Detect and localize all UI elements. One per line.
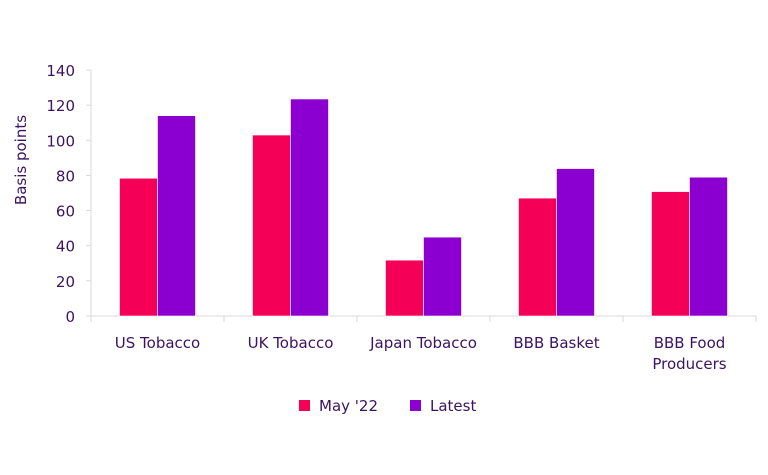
x-tick-label: Japan Tobacco <box>369 334 477 352</box>
x-tick-labels: US Tobacco UK Tobacco Japan Tobacco BBB Bas… <box>115 334 727 373</box>
legend-label: May '22 <box>319 397 378 415</box>
legend: May '22 Latest <box>299 397 476 415</box>
bar <box>157 115 196 317</box>
y-tick-label: 80 <box>56 167 75 185</box>
y-tick-label: 40 <box>56 238 75 256</box>
bar <box>119 177 158 317</box>
bar <box>385 259 424 317</box>
bar <box>556 168 595 317</box>
x-tick-label: UK Tobacco <box>248 334 334 352</box>
x-tick-label: BBB Food <box>654 334 726 352</box>
bars <box>119 98 728 317</box>
y-tick-label: 20 <box>56 273 75 291</box>
bar <box>252 134 291 317</box>
x-tick-label: Producers <box>652 355 726 373</box>
legend-swatch <box>410 400 421 411</box>
legend-swatch <box>299 400 310 411</box>
y-tick-labels: 0 20 40 60 80 100 120 140 <box>46 62 75 326</box>
y-tick-label: 140 <box>46 62 75 80</box>
legend-label: Latest <box>430 397 476 415</box>
bar <box>689 176 728 317</box>
y-axis-label: Basis points <box>12 115 30 205</box>
x-tick-label: BBB Basket <box>513 334 599 352</box>
y-tick-label: 0 <box>65 308 75 326</box>
bar <box>423 236 462 317</box>
y-tick-label: 100 <box>46 132 75 150</box>
bar <box>651 191 690 317</box>
y-tick-label: 120 <box>46 97 75 115</box>
x-tick-label: US Tobacco <box>115 334 200 352</box>
bar <box>518 197 557 317</box>
y-tick-label: 60 <box>56 203 75 221</box>
bar <box>290 98 329 317</box>
